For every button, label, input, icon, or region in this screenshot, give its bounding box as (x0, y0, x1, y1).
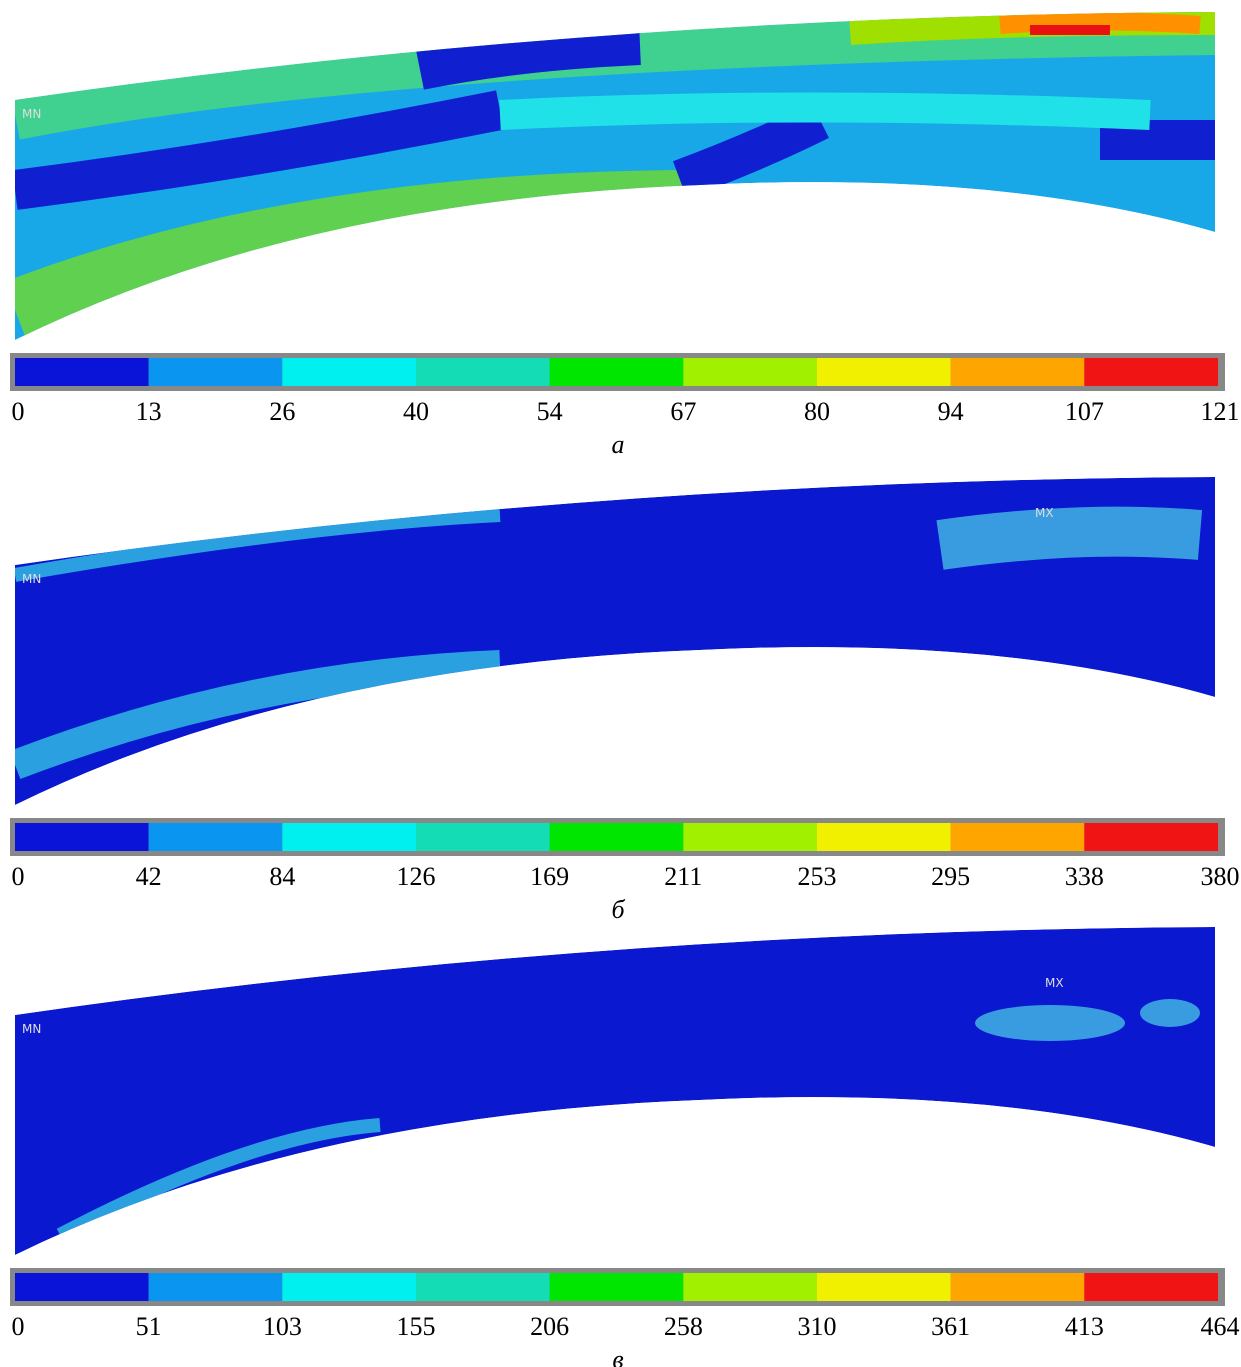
colorbar-tick-label: 464 (1201, 1312, 1240, 1341)
contour-plot (15, 12, 1215, 340)
panel-caption: а (612, 430, 625, 459)
colorbar-tick-label: 126 (397, 862, 436, 891)
colorbar-tick-label: 206 (530, 1312, 569, 1341)
colorbar-tick-label: 295 (931, 862, 970, 891)
colorbar-segment (1084, 1273, 1218, 1301)
colorbar-segment (282, 1273, 416, 1301)
panel-caption: б (611, 895, 625, 924)
colorbar-tick-label: 26 (269, 397, 295, 426)
colorbar-tick-label: 84 (269, 862, 295, 891)
colorbar-segment (1084, 358, 1218, 386)
colorbar-segment (416, 823, 550, 851)
colorbar-segment (549, 358, 684, 386)
colorbar-segment (817, 1273, 951, 1301)
mn-label: MN (22, 107, 41, 121)
colorbar-segment (15, 358, 149, 386)
colorbar-segment (950, 1273, 1085, 1301)
mx-label: MX (1035, 506, 1054, 520)
colorbar-tick-label: 107 (1065, 397, 1104, 426)
colorbar-tick-label: 380 (1201, 862, 1240, 891)
mn-label: MN (22, 572, 41, 586)
colorbar-segment (549, 1273, 684, 1301)
colorbar-segment (950, 823, 1085, 851)
panel-a: MN 0 13 26 40 54 67 80 94 107 121 а (10, 12, 1240, 459)
colorbar-tick-label: 253 (798, 862, 837, 891)
panel-c: MN MX 0 51 103 155 206 258 310 361 413 464 в (10, 927, 1240, 1367)
colorbar-tick-label: 258 (664, 1312, 703, 1341)
colorbar-tick-label: 169 (530, 862, 569, 891)
colorbar-tick-label: 54 (537, 397, 563, 426)
colorbar-tick-label: 40 (403, 397, 429, 426)
mx-label: MX (1045, 976, 1064, 990)
colorbar-tick-label: 80 (804, 397, 830, 426)
contour-plot (15, 927, 1215, 1255)
colorbar-segment (148, 1273, 283, 1301)
colorbar-tick-label: 361 (931, 1312, 970, 1341)
colorbar-tick-label: 67 (670, 397, 696, 426)
colorbar-tick-label: 42 (136, 862, 162, 891)
colorbar-segment (282, 823, 416, 851)
colorbar-segment (148, 823, 283, 851)
colorbar-segment (282, 358, 416, 386)
contour-plot (15, 477, 1215, 805)
panel-b: MN MX 0 42 84 126 169 211 253 295 338 380 б (10, 477, 1240, 924)
colorbar-segment (817, 358, 951, 386)
colorbar-segment (683, 358, 817, 386)
colorbar-segment (549, 823, 684, 851)
colorbar-tick-label: 103 (263, 1312, 302, 1341)
colorbar-tick-label: 155 (397, 1312, 436, 1341)
colorbar-segment (15, 823, 149, 851)
colorbar-segment (148, 358, 283, 386)
colorbar-segment (683, 1273, 817, 1301)
colorbar-segment (416, 358, 550, 386)
colorbar-segment (15, 1273, 149, 1301)
colorbar-tick-label: 13 (136, 397, 162, 426)
colorbar-tick-label: 94 (938, 397, 964, 426)
colorbar-tick-label: 51 (136, 1312, 162, 1341)
colorbar-tick-label: 121 (1201, 397, 1240, 426)
colorbar-tick-label: 0 (12, 1312, 25, 1341)
colorbar-tick-label: 310 (798, 1312, 837, 1341)
mn-label: MN (22, 1022, 41, 1036)
colorbar-tick-label: 413 (1065, 1312, 1104, 1341)
colorbar-tick-label: 0 (12, 862, 25, 891)
colorbar-segment (1084, 823, 1218, 851)
colorbar-segment (817, 823, 951, 851)
colorbar-tick-label: 338 (1065, 862, 1104, 891)
colorbar-segment (683, 823, 817, 851)
colorbar-segment (950, 358, 1085, 386)
colorbar-segment (416, 1273, 550, 1301)
colorbar-tick-label: 0 (12, 397, 25, 426)
panel-caption: в (612, 1345, 623, 1367)
colorbar-tick-label: 211 (664, 862, 702, 891)
